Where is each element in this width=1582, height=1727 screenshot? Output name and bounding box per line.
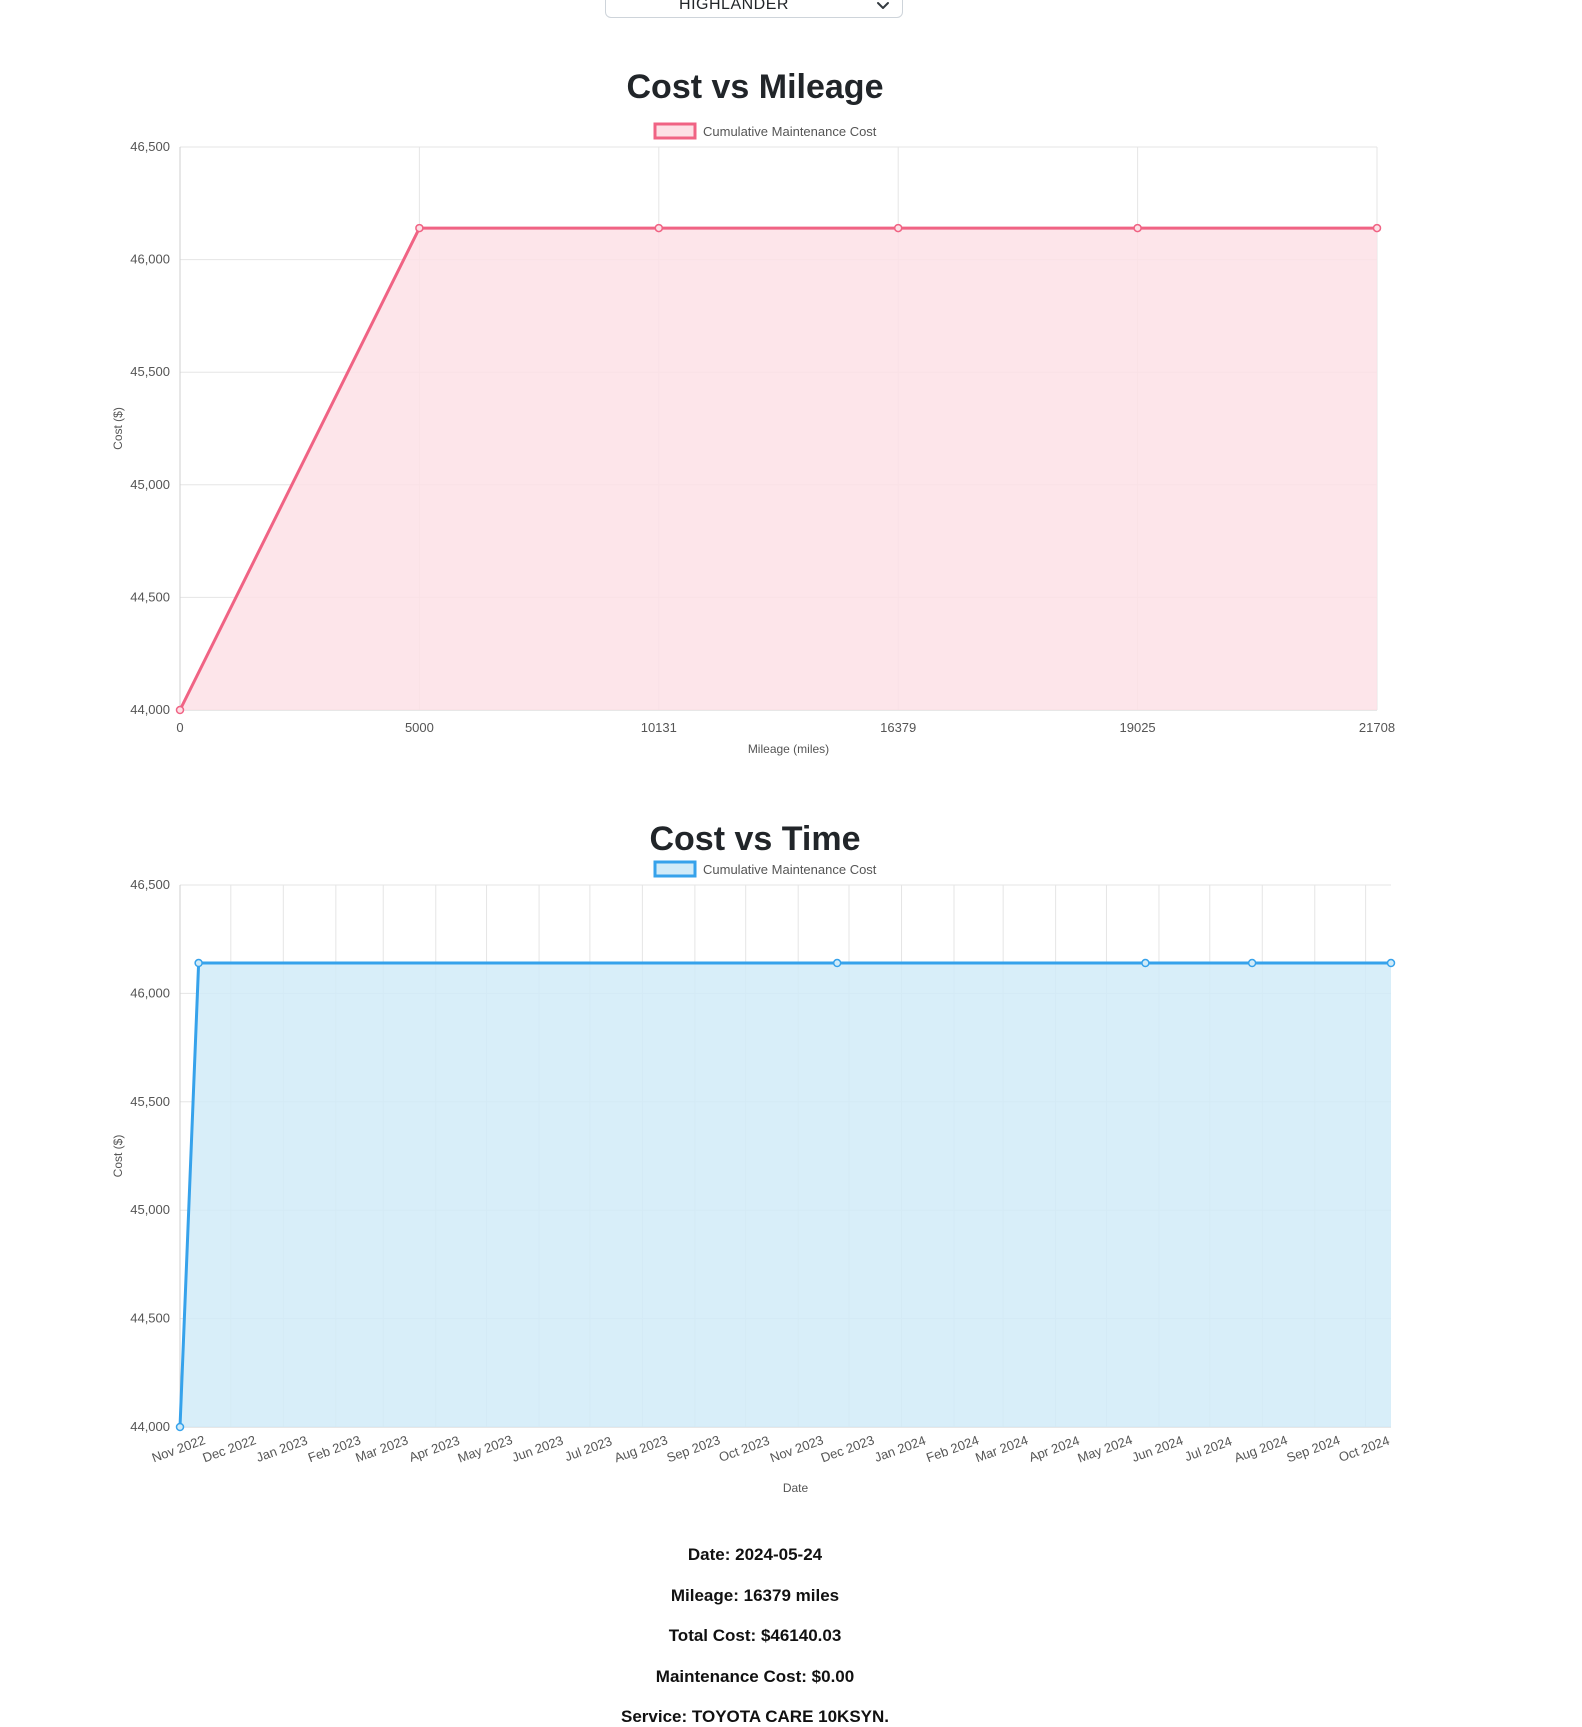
x-tick-label: 16379 [880, 720, 916, 735]
x-tick-label: Aug 2024 [1232, 1432, 1289, 1465]
data-point [893, 223, 903, 233]
legend-swatch [653, 122, 697, 140]
y-axis-title: Cost ($) [111, 407, 125, 450]
data-point [175, 705, 185, 715]
y-tick-label: 46,500 [130, 139, 170, 154]
detail-date-label: Date: [687, 1545, 731, 1564]
data-point [175, 1422, 185, 1432]
cost-vs-time-chart: Cumulative Maintenance Cost 44,000 44,500 4… [111, 860, 1396, 1495]
data-point [1133, 223, 1142, 233]
x-tick-label: Mar 2024 [973, 1432, 1030, 1465]
detail-service-label: Service: [620, 1707, 688, 1726]
x-tick-label: 10131 [641, 720, 677, 735]
x-tick-label: 5000 [405, 720, 434, 735]
x-tick-label: Jul 2023 [563, 1433, 614, 1464]
y-axis-title: Cost ($) [111, 1135, 125, 1178]
x-tick-label: Jan 2023 [254, 1433, 309, 1465]
x-tick-label: Dec 2023 [819, 1432, 876, 1465]
y-tick-label: 45,500 [130, 364, 170, 379]
data-point [1247, 958, 1257, 968]
y-tick-label: 46,000 [130, 985, 170, 1000]
x-tick-label: Oct 2024 [1337, 1433, 1392, 1465]
x-axis-title: Date [783, 1481, 809, 1495]
x-tick-label: Sep 2024 [1285, 1432, 1342, 1465]
x-tick-label: Dec 2022 [201, 1432, 258, 1465]
data-point [194, 958, 203, 968]
x-tick-label: Sep 2023 [665, 1432, 722, 1465]
x-tick-label: Feb 2023 [306, 1432, 363, 1465]
x-tick-label: Nov 2022 [150, 1432, 207, 1465]
x-tick-label: Jul 2024 [1183, 1433, 1234, 1464]
detail-service: Service: TOYOTA CARE 10KSYN. [0, 1707, 1510, 1727]
x-tick-label: Mar 2023 [353, 1432, 410, 1465]
detail-mileage-value: 16379 miles [743, 1586, 840, 1605]
x-tick-label: Oct 2023 [717, 1433, 772, 1465]
series-line [178, 961, 1391, 1428]
y-tick-label: 44,500 [130, 1311, 170, 1326]
y-tick-label: 44,000 [130, 702, 170, 717]
cost-vs-mileage-chart: Cumulative Maintenance Cost 44,000 44,500 4… [111, 122, 1395, 756]
x-tick-label: May 2024 [1076, 1432, 1135, 1466]
detail-total-cost: Total Cost: $46140.03 [0, 1626, 1510, 1646]
x-tick-label: 19025 [1120, 720, 1156, 735]
y-tick-label: 46,500 [130, 877, 170, 892]
data-point [1386, 958, 1396, 968]
x-tick-label: May 2023 [456, 1432, 515, 1466]
x-tick-label: 0 [176, 720, 183, 735]
series-line [178, 226, 1377, 711]
detail-mileage: Mileage: 16379 miles [0, 1586, 1510, 1606]
legend-label: Cumulative Maintenance Cost [703, 124, 877, 139]
detail-maint-label: Maintenance Cost: [655, 1667, 807, 1686]
series-area [180, 963, 1391, 1427]
x-tick-label: Feb 2024 [924, 1432, 981, 1465]
x-tick-label: Apr 2023 [407, 1433, 462, 1465]
y-tick-label: 46,000 [130, 252, 170, 267]
legend-label: Cumulative Maintenance Cost [703, 862, 877, 877]
data-point [832, 958, 842, 968]
y-tick-label: 44,500 [130, 589, 170, 604]
detail-total-label: Total Cost: [668, 1626, 757, 1645]
x-tick-label: Jan 2024 [872, 1433, 927, 1465]
y-tick-label: 44,000 [130, 1419, 170, 1434]
data-point [415, 223, 424, 233]
data-point [654, 223, 664, 233]
x-tick-label: 21708 [1359, 720, 1395, 735]
data-point [1372, 223, 1382, 233]
y-tick-label: 45,000 [130, 1202, 170, 1217]
series-area [180, 228, 1377, 710]
data-point [1141, 958, 1150, 968]
mileage-chart-title: Cost vs Mileage [626, 68, 884, 106]
y-tick-label: 45,500 [130, 1094, 170, 1109]
chevron-down-icon [877, 2, 889, 9]
vehicle-select-value: HIGHLANDER [679, 0, 789, 13]
x-tick-label: Jun 2024 [1130, 1433, 1185, 1465]
detail-mileage-label: Mileage: [670, 1586, 739, 1605]
detail-maintenance-cost: Maintenance Cost: $0.00 [0, 1667, 1510, 1687]
detail-maint-value: $0.00 [811, 1667, 855, 1686]
legend-swatch [653, 860, 697, 878]
x-tick-label: Aug 2023 [612, 1432, 669, 1465]
detail-date: Date: 2024-05-24 [0, 1545, 1510, 1565]
x-tick-label: Nov 2023 [768, 1432, 825, 1465]
time-chart-title: Cost vs Time [649, 820, 861, 858]
vehicle-select[interactable]: HIGHLANDER [605, 0, 903, 18]
y-tick-label: 45,000 [130, 477, 170, 492]
x-tick-label: Apr 2024 [1027, 1433, 1082, 1465]
x-tick-label: Jun 2023 [510, 1433, 565, 1465]
detail-date-value: 2024-05-24 [735, 1545, 823, 1564]
detail-total-value: $46140.03 [760, 1626, 842, 1645]
detail-service-value: TOYOTA CARE 10KSYN. [691, 1707, 890, 1726]
x-axis-title: Mileage (miles) [748, 742, 829, 756]
